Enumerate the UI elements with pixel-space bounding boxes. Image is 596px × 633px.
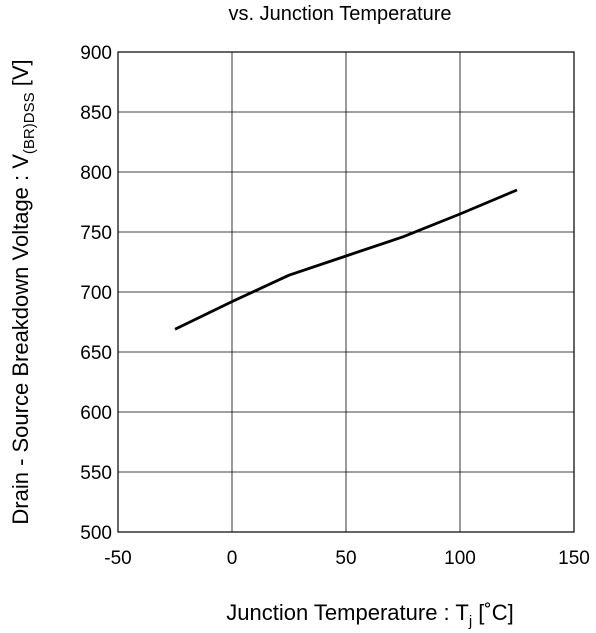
grid-lines <box>118 52 574 532</box>
x-axis-label: Junction Temperature : Tj [˚C] <box>226 600 513 630</box>
x-tick-label: -50 <box>104 548 131 569</box>
y-tick-labels: 500 550 600 650 700 750 800 850 900 <box>80 43 112 544</box>
x-tick-label: 50 <box>335 548 356 569</box>
series-line-0 <box>174 188 518 331</box>
y-tick-label: 500 <box>80 523 112 544</box>
y-tick-label: 600 <box>80 403 112 424</box>
x-tick-label: 0 <box>227 548 238 569</box>
chart-title: vs. Junction Temperature <box>228 3 451 25</box>
y-tick-label: 650 <box>80 343 112 364</box>
x-tick-labels: -50 0 50 100 150 <box>104 548 590 569</box>
x-tick-label: 100 <box>444 548 476 569</box>
y-axis-label: Drain - Source Breakdown Voltage : V(BR)… <box>8 59 38 524</box>
y-tick-label: 850 <box>80 103 112 124</box>
y-tick-label: 900 <box>80 43 112 64</box>
y-tick-label: 550 <box>80 463 112 484</box>
plot-area-border <box>117 51 575 533</box>
series-group <box>174 188 518 331</box>
y-tick-label: 800 <box>80 163 112 184</box>
y-tick-label: 750 <box>80 223 112 244</box>
x-tick-label: 150 <box>558 548 590 569</box>
y-tick-label: 700 <box>80 283 112 304</box>
